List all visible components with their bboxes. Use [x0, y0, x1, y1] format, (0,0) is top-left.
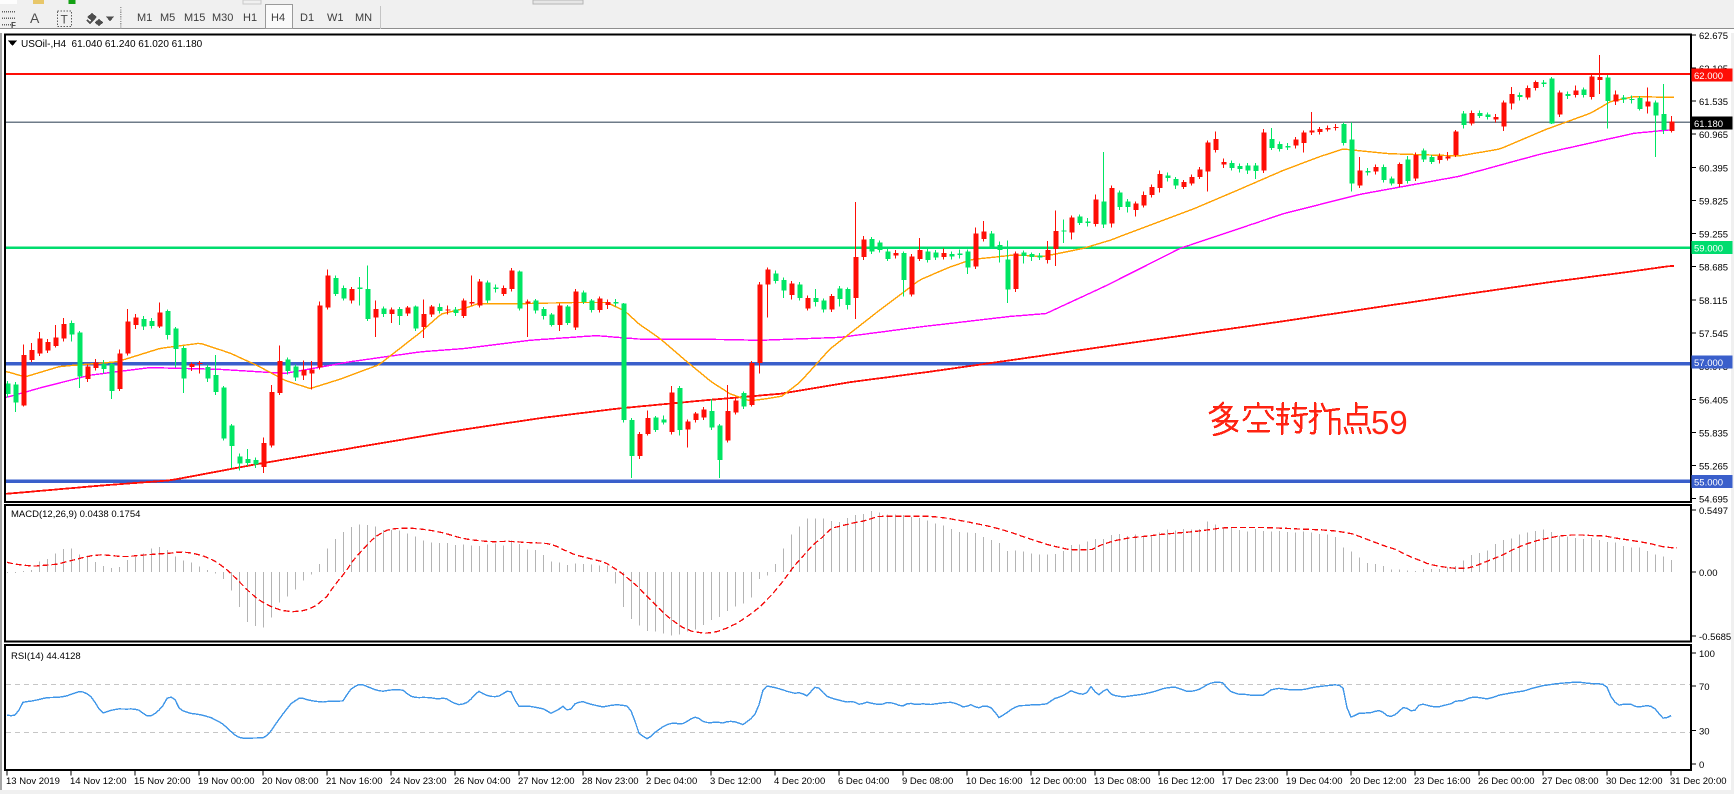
svg-text:26 Dec 00:00: 26 Dec 00:00	[1478, 776, 1535, 787]
svg-text:57.000: 57.000	[1694, 358, 1723, 369]
svg-text:61.535: 61.535	[1699, 97, 1728, 108]
svg-text:0.00: 0.00	[1699, 568, 1718, 579]
svg-text:59: 59	[1371, 404, 1408, 441]
svg-text:M5: M5	[160, 12, 175, 24]
svg-text:A: A	[30, 10, 40, 26]
svg-text:2 Dec 04:00: 2 Dec 04:00	[646, 776, 697, 787]
svg-text:20 Nov 08:00: 20 Nov 08:00	[262, 776, 319, 787]
svg-text:57.545: 57.545	[1699, 329, 1728, 340]
svg-text:26 Nov 04:00: 26 Nov 04:00	[454, 776, 511, 787]
svg-text:15 Nov 20:00: 15 Nov 20:00	[134, 776, 191, 787]
svg-text:M30: M30	[212, 12, 233, 24]
svg-text:70: 70	[1699, 682, 1710, 693]
svg-text:RSI(14) 44.4128: RSI(14) 44.4128	[11, 651, 81, 662]
svg-text:6 Dec 04:00: 6 Dec 04:00	[838, 776, 889, 787]
svg-text:10 Dec 16:00: 10 Dec 16:00	[966, 776, 1023, 787]
svg-text:31 Dec 20:00: 31 Dec 20:00	[1670, 776, 1727, 787]
svg-text:56.405: 56.405	[1699, 395, 1728, 406]
svg-text:30: 30	[1699, 727, 1710, 738]
svg-text:12 Dec 00:00: 12 Dec 00:00	[1030, 776, 1087, 787]
svg-text:9 Dec 08:00: 9 Dec 08:00	[902, 776, 953, 787]
svg-text:D1: D1	[300, 12, 314, 24]
svg-text:3 Dec 12:00: 3 Dec 12:00	[710, 776, 761, 787]
svg-text:27 Dec 08:00: 27 Dec 08:00	[1542, 776, 1599, 787]
svg-text:-0.5685: -0.5685	[1699, 632, 1731, 643]
svg-text:27 Nov 12:00: 27 Nov 12:00	[518, 776, 575, 787]
svg-text:19 Nov 00:00: 19 Nov 00:00	[198, 776, 255, 787]
svg-text:59.825: 59.825	[1699, 197, 1728, 208]
svg-text:55.835: 55.835	[1699, 428, 1728, 439]
svg-text:H4: H4	[271, 12, 285, 24]
svg-text:W1: W1	[327, 12, 344, 24]
svg-text:13 Nov 2019: 13 Nov 2019	[6, 776, 60, 787]
svg-text:F: F	[11, 21, 16, 30]
svg-text:H1: H1	[243, 12, 257, 24]
svg-text:0: 0	[1699, 760, 1704, 771]
svg-text:USOil-,H4 61.040 61.240 61.02: USOil-,H4 61.040 61.240 61.020 61.180	[21, 39, 203, 50]
svg-text:19 Dec 04:00: 19 Dec 04:00	[1286, 776, 1343, 787]
svg-text:55.265: 55.265	[1699, 462, 1728, 473]
svg-text:61.180: 61.180	[1694, 119, 1723, 130]
svg-text:16 Dec 12:00: 16 Dec 12:00	[1158, 776, 1215, 787]
svg-text:60.965: 60.965	[1699, 130, 1728, 141]
svg-text:28 Nov 23:00: 28 Nov 23:00	[582, 776, 639, 787]
svg-text:M15: M15	[184, 12, 205, 24]
svg-text:T: T	[61, 13, 69, 27]
svg-text:62.000: 62.000	[1694, 71, 1723, 82]
svg-text:20 Dec 12:00: 20 Dec 12:00	[1350, 776, 1407, 787]
svg-text:100: 100	[1699, 649, 1715, 660]
svg-text:58.685: 58.685	[1699, 263, 1728, 274]
svg-text:4 Dec 20:00: 4 Dec 20:00	[774, 776, 825, 787]
svg-text:21 Nov 16:00: 21 Nov 16:00	[326, 776, 383, 787]
svg-text:M1: M1	[137, 12, 152, 24]
svg-text:30 Dec 12:00: 30 Dec 12:00	[1606, 776, 1663, 787]
svg-text:23 Dec 16:00: 23 Dec 16:00	[1414, 776, 1471, 787]
svg-text:58.115: 58.115	[1699, 296, 1727, 307]
svg-text:54.695: 54.695	[1699, 495, 1728, 506]
svg-text:55.000: 55.000	[1694, 478, 1723, 489]
svg-text:59.255: 59.255	[1699, 230, 1728, 241]
svg-text:0.5497: 0.5497	[1699, 506, 1728, 517]
svg-text:MN: MN	[355, 12, 372, 24]
svg-text:14 Nov 12:00: 14 Nov 12:00	[70, 776, 127, 787]
svg-text:MACD(12,26,9) 0.0438 0.1754: MACD(12,26,9) 0.0438 0.1754	[11, 509, 140, 520]
svg-text:60.395: 60.395	[1699, 163, 1728, 174]
svg-text:62.675: 62.675	[1699, 31, 1728, 42]
svg-text:24 Nov 23:00: 24 Nov 23:00	[390, 776, 447, 787]
svg-text:59.000: 59.000	[1694, 243, 1723, 254]
svg-text:13 Dec 08:00: 13 Dec 08:00	[1094, 776, 1151, 787]
svg-text:17 Dec 23:00: 17 Dec 23:00	[1222, 776, 1279, 787]
